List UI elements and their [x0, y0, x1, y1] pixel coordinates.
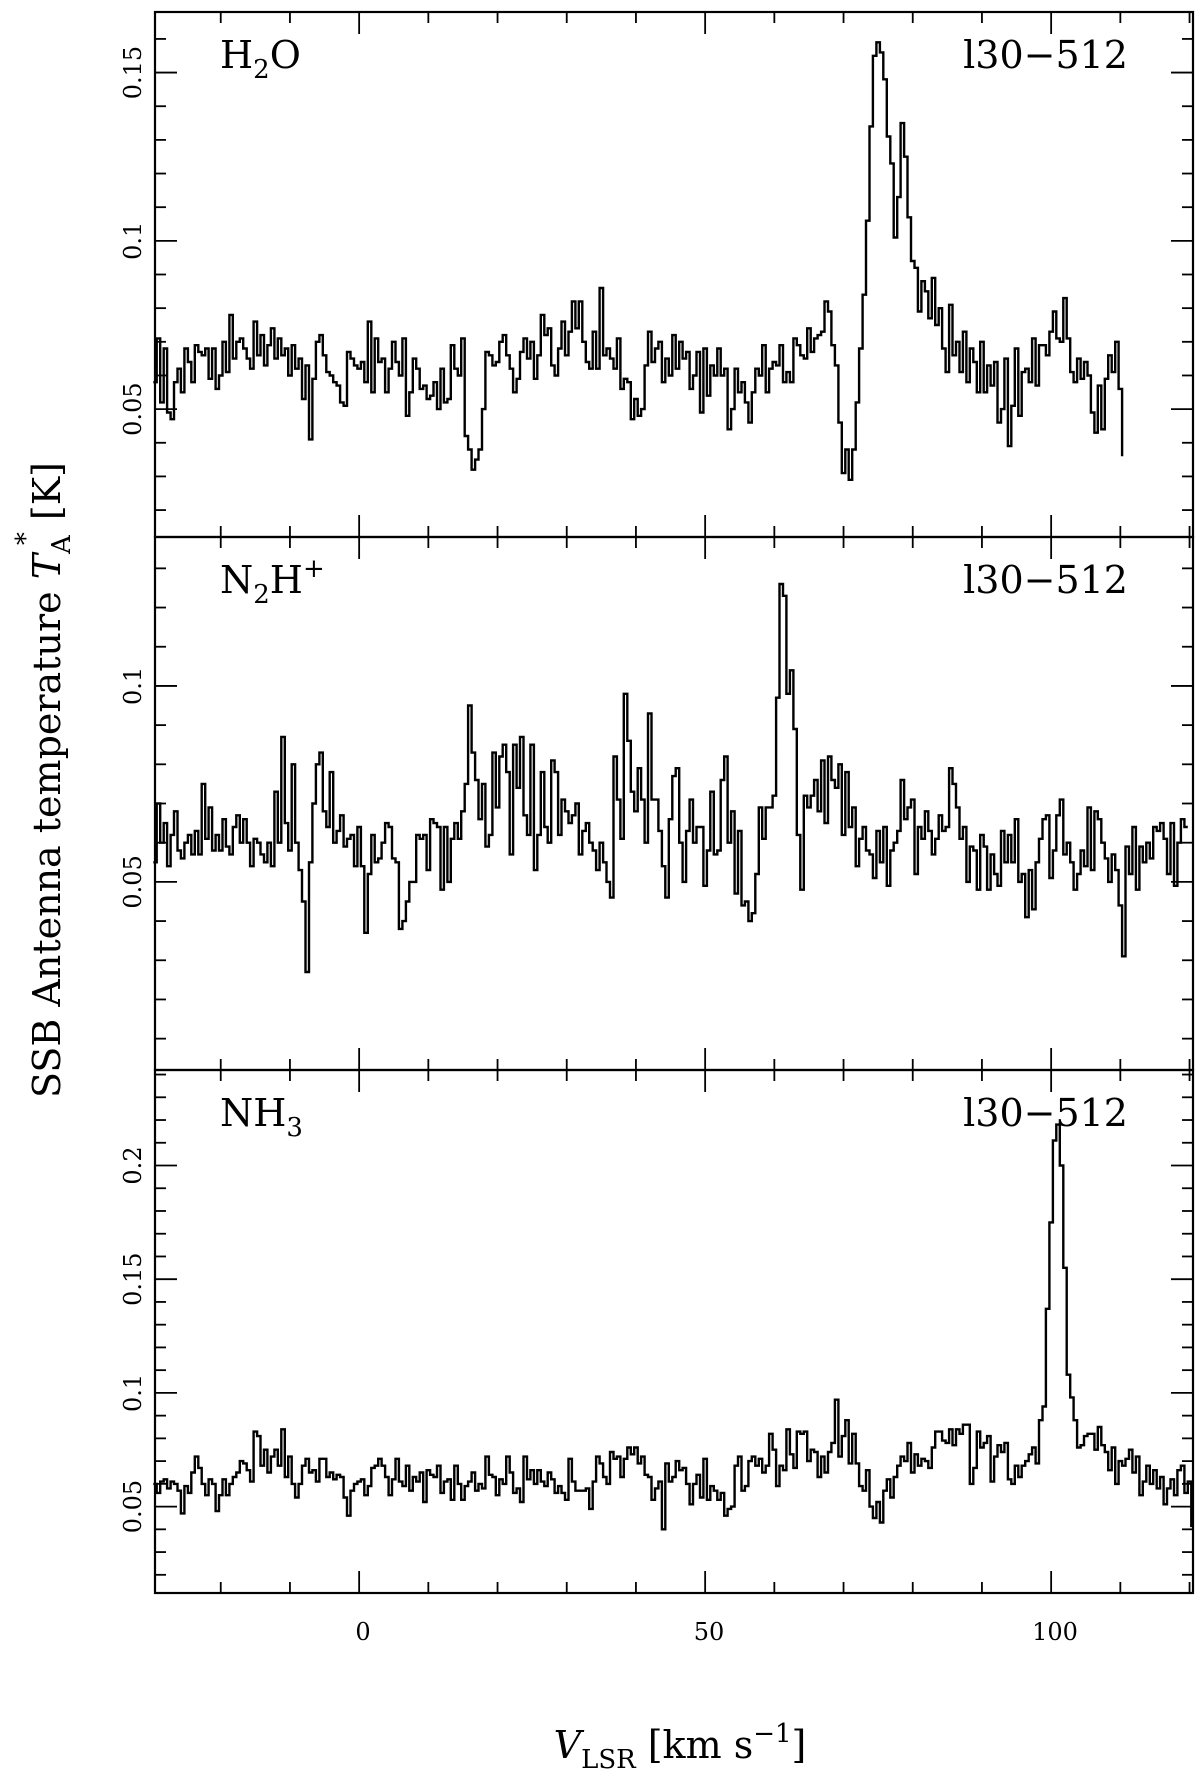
source-label: l30−512	[963, 1091, 1128, 1135]
molecule-label-tail: H	[270, 558, 303, 602]
molecule-label-sub: 2	[253, 580, 270, 610]
panel-frame	[153, 535, 1195, 1072]
spectrum-line	[153, 41, 1124, 481]
x-axis-var-sub: LSR	[581, 1745, 637, 1775]
source-label: l30−512	[963, 558, 1128, 602]
y-axis-var-sup: *	[11, 532, 41, 545]
x-axis-var: V	[554, 1723, 585, 1767]
y-tick-label: 0.2	[119, 1146, 147, 1184]
panel-frame	[153, 10, 1195, 539]
molecule-label-main: NH	[220, 1091, 286, 1135]
y-axis-prefix: SSB Antenna temperature	[25, 579, 69, 1098]
molecule-label-main: H	[220, 33, 253, 77]
molecule-label-sub: 3	[286, 1113, 303, 1143]
molecule-label-sup: +	[303, 554, 325, 584]
y-tick-label: 0.1	[119, 667, 147, 705]
y-tick-label: 0.1	[119, 1374, 147, 1412]
y-axis-title: SSB Antenna temperature TA * [K]	[11, 462, 77, 1098]
molecule-label: NH3	[220, 1091, 303, 1143]
molecule-label-main: N	[220, 558, 253, 602]
molecule-label-sub: 2	[253, 55, 270, 85]
panel-frame	[153, 1068, 1195, 1595]
x-axis-unit-prefix: [km s	[648, 1723, 753, 1767]
x-tick-label-50: 50	[694, 1618, 725, 1646]
y-tick-label: 0.15	[119, 46, 147, 99]
y-axis-var-sub: A	[47, 534, 77, 555]
y-tick-label: 0.05	[119, 855, 147, 908]
x-axis-tick-labels: 0 50 100	[355, 1618, 1078, 1646]
x-axis-unit-sup: −1	[753, 1719, 791, 1749]
molecule-label-tail: O	[270, 33, 301, 77]
y-tick-label: 0.05	[119, 1480, 147, 1533]
molecule-label: H2O	[220, 33, 301, 85]
spectrum-line	[153, 582, 1188, 974]
y-tick-label: 0.05	[119, 382, 147, 435]
source-label: l30−512	[963, 33, 1128, 77]
panel-0: 0.050.10.15 H2O l30−512	[119, 10, 1195, 539]
y-axis-unit: [K]	[25, 462, 69, 532]
y-tick-label: 0.1	[119, 222, 147, 260]
x-tick-label-100: 100	[1032, 1618, 1078, 1646]
panel-2: 0.05 0.1 0.15 0.2 NH3 l30−512	[119, 1068, 1195, 1595]
panel-1: 0.05 0.1 N2H+ l30−512	[119, 535, 1195, 1072]
x-axis-title: VLSR [km s−1]	[554, 1719, 807, 1775]
x-axis-unit-suffix: ]	[792, 1723, 807, 1767]
y-tick-label: 0.15	[119, 1252, 147, 1305]
spectrum-line	[153, 1123, 1193, 1531]
x-tick-label-0: 0	[355, 1618, 370, 1646]
y-axis-var: T	[25, 551, 69, 579]
molecule-label: N2H+	[220, 554, 325, 610]
